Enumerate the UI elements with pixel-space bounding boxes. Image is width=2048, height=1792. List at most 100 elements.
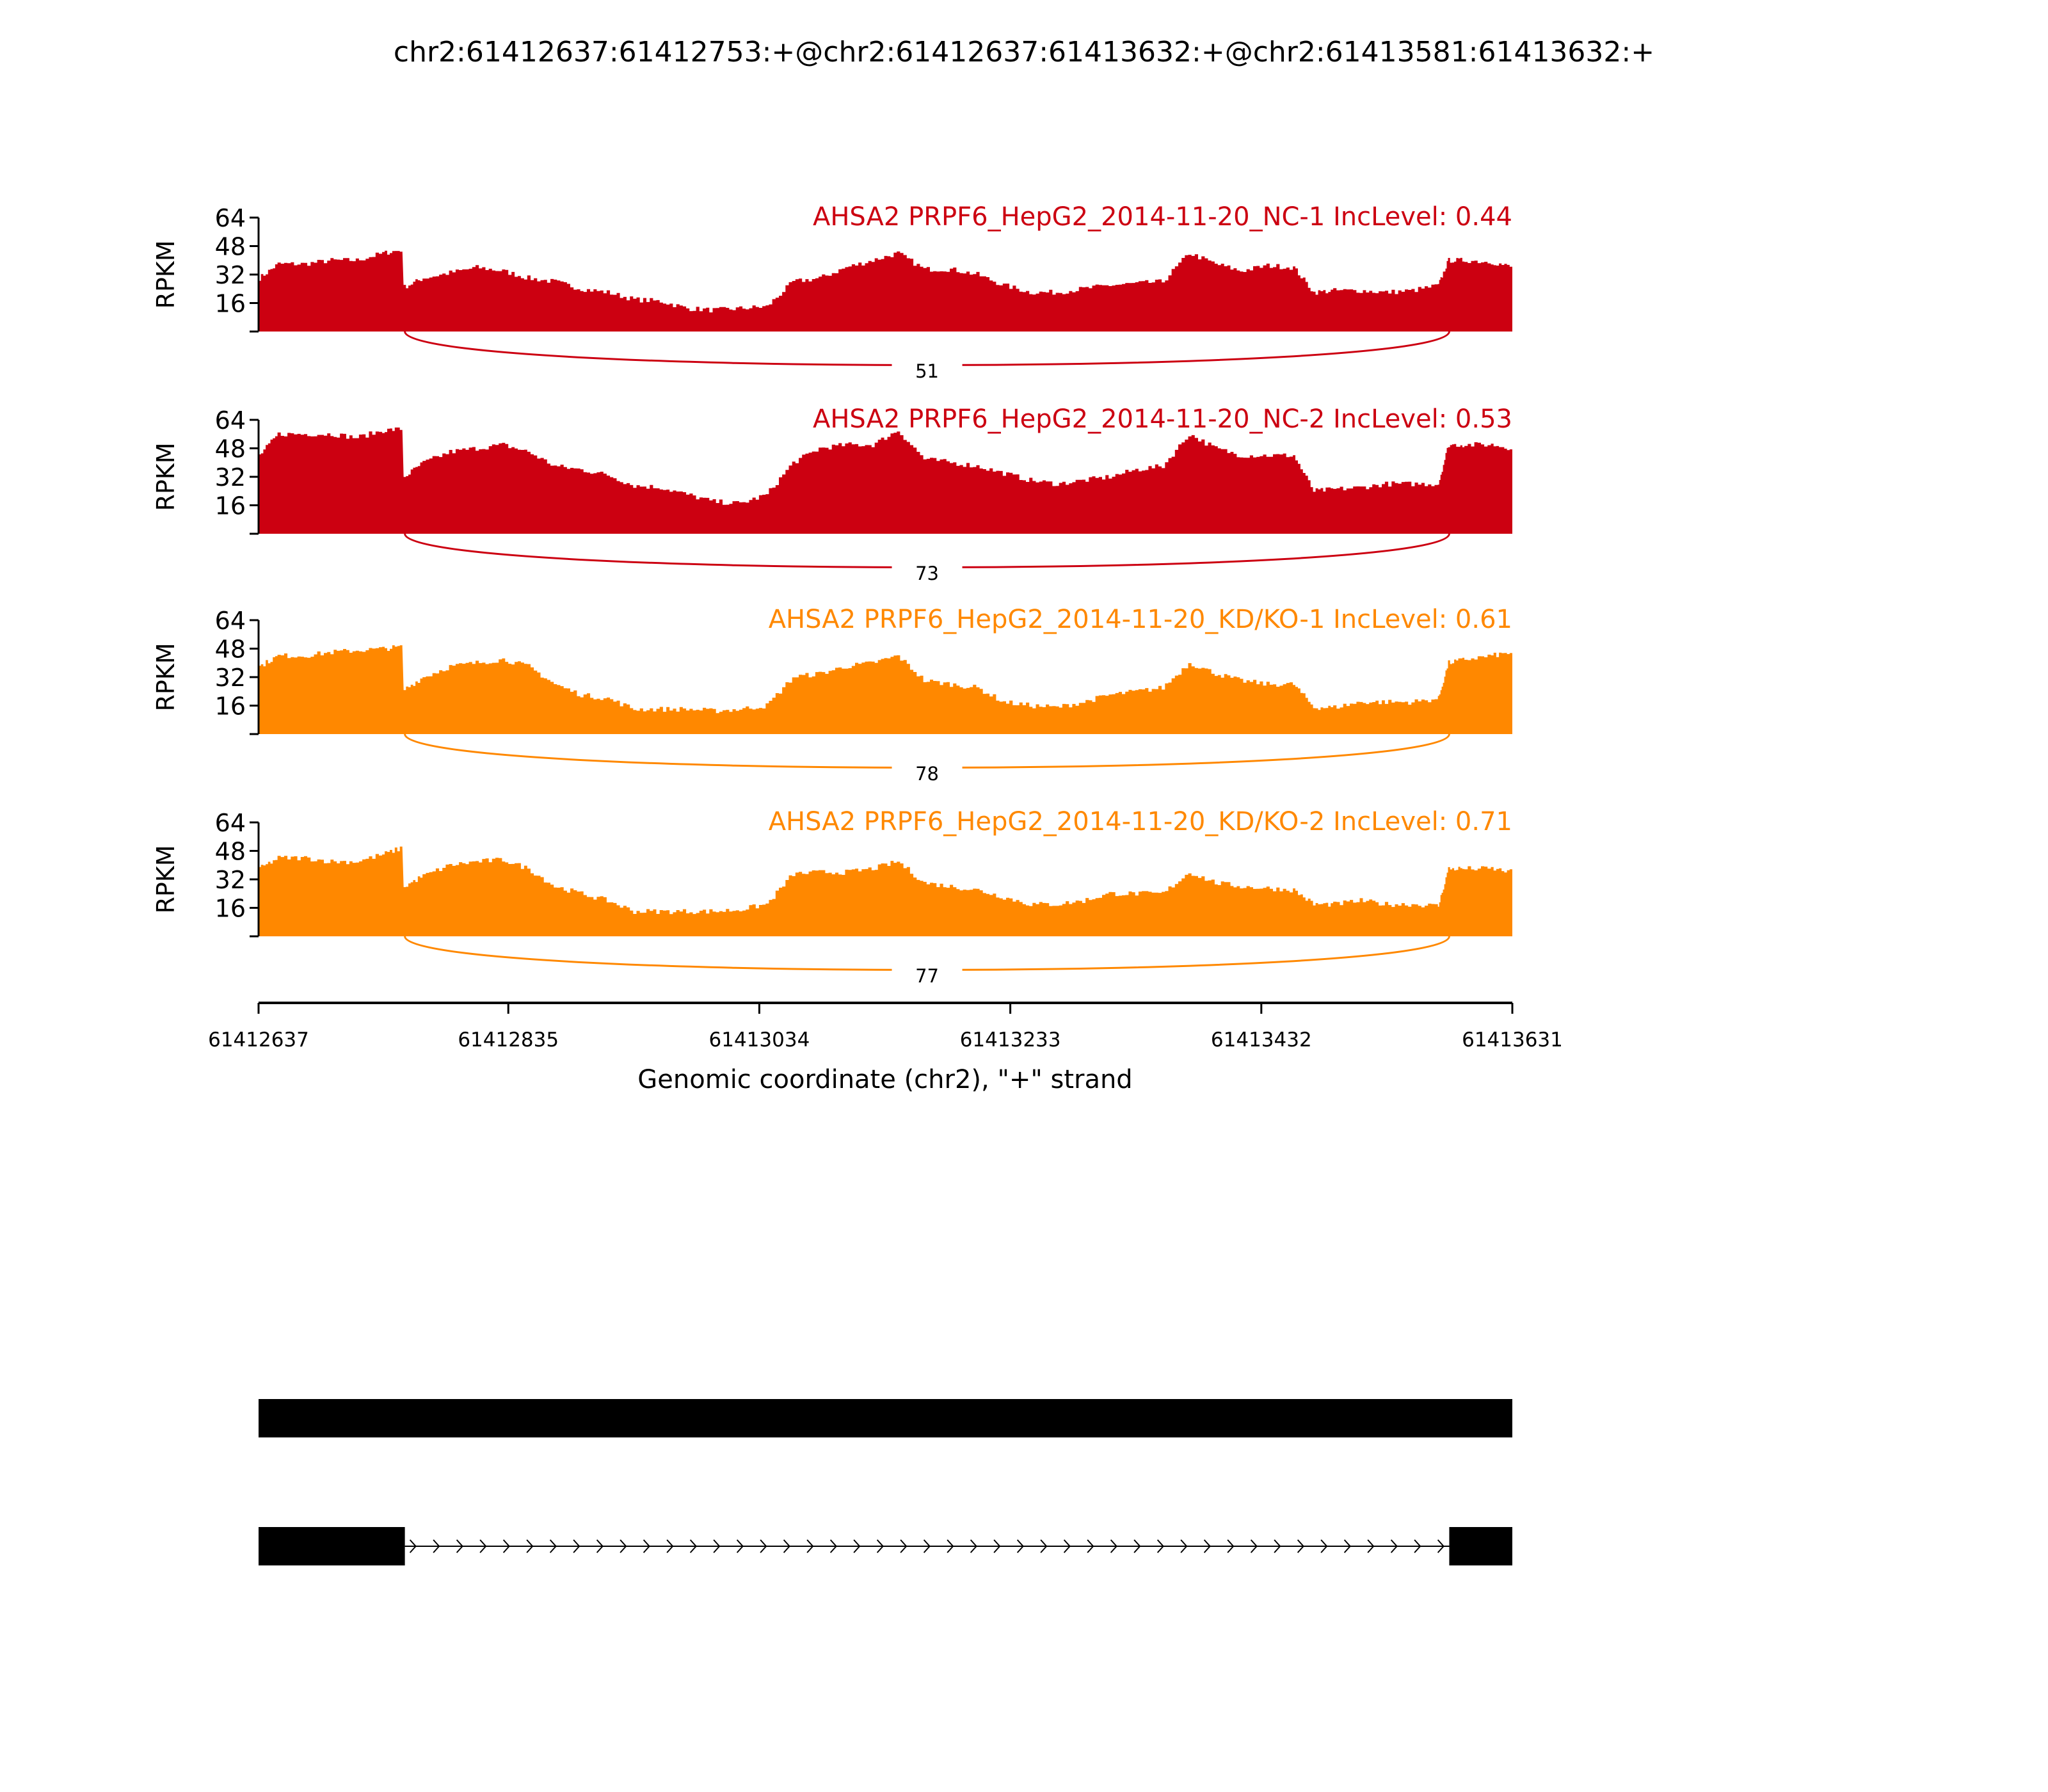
x-axis-label: Genomic coordinate (chr2), "+" strand [637, 1065, 1132, 1094]
junction-label-bg [892, 962, 963, 985]
x-tick-label: 61413034 [709, 1028, 810, 1052]
strand-arrow-icon [549, 1539, 557, 1553]
y-tick-label: 32 [215, 261, 246, 289]
strand-arrow-icon [502, 1539, 510, 1553]
y-axis-label: RPKM [152, 240, 180, 308]
strand-arrow-icon [876, 1539, 884, 1553]
strand-arrow-icon [970, 1539, 977, 1553]
junction-count-label: 77 [915, 965, 939, 987]
x-tick-label: 61412835 [458, 1028, 559, 1052]
junction-label-bg [892, 760, 963, 783]
sample-label: AHSA2 PRPF6_HepG2_2014-11-20_NC-1 IncLev… [813, 202, 1512, 232]
strand-arrow-icon [900, 1539, 908, 1553]
strand-arrow-icon [620, 1539, 627, 1553]
strand-arrow-icon [1016, 1539, 1024, 1553]
strand-arrow-icon [479, 1539, 487, 1553]
exon [259, 1399, 1512, 1437]
strand-arrow-icon [596, 1539, 604, 1553]
y-tick-label: 32 [215, 664, 246, 692]
exon [259, 1527, 405, 1565]
isoform-1 [259, 1399, 1512, 1437]
strand-arrow-icon [666, 1539, 674, 1553]
strand-arrow-icon [1110, 1539, 1117, 1553]
strand-arrow-icon [760, 1539, 767, 1553]
strand-arrow-icon [1367, 1539, 1375, 1553]
y-axis-label: RPKM [152, 442, 180, 511]
y-tick-label: 64 [215, 607, 246, 635]
strand-arrow-icon [573, 1539, 580, 1553]
y-tick-label: 16 [215, 492, 246, 520]
junction-count-label: 78 [915, 763, 939, 785]
coverage-area [259, 428, 1512, 534]
strand-arrow-icon [853, 1539, 861, 1553]
sample-label: AHSA2 PRPF6_HepG2_2014-11-20_NC-2 IncLev… [813, 404, 1512, 434]
y-tick-label: 32 [215, 866, 246, 894]
junction-label-bg [892, 559, 963, 582]
y-tick-label: 48 [215, 636, 246, 664]
strand-arrow-icon [783, 1539, 790, 1553]
y-axis-label: RPKM [152, 845, 180, 913]
y-tick-label: 64 [215, 809, 246, 837]
strand-arrow-icon [736, 1539, 744, 1553]
strand-arrow-icon [526, 1539, 534, 1553]
y-tick-label: 48 [215, 838, 246, 866]
strand-arrow-icon [1320, 1539, 1328, 1553]
strand-arrow-icon [1250, 1539, 1258, 1553]
y-tick-label: 32 [215, 463, 246, 492]
strand-arrow-icon [689, 1539, 697, 1553]
strand-arrow-icon [1274, 1539, 1281, 1553]
strand-arrow-icon [993, 1539, 1001, 1553]
coverage-area [259, 846, 1512, 936]
junction-count-label: 51 [915, 360, 939, 382]
y-tick-label: 64 [215, 204, 246, 232]
junction-label-bg [892, 357, 963, 380]
sample-label: AHSA2 PRPF6_HepG2_2014-11-20_KD/KO-2 Inc… [769, 807, 1512, 836]
strand-arrow-icon [1063, 1539, 1071, 1553]
strand-arrow-icon [923, 1539, 931, 1553]
x-tick-label: 61413233 [960, 1028, 1061, 1052]
strand-arrow-icon [806, 1539, 814, 1553]
junction-count-label: 73 [915, 563, 939, 584]
strand-arrow-icon [713, 1539, 721, 1553]
x-tick-label: 61412637 [208, 1028, 309, 1052]
coverage-area [259, 250, 1512, 332]
y-tick-label: 48 [215, 435, 246, 463]
strand-arrow-icon [1180, 1539, 1188, 1553]
strand-arrow-icon [829, 1539, 837, 1553]
sample-label: AHSA2 PRPF6_HepG2_2014-11-20_KD/KO-1 Inc… [769, 605, 1512, 634]
strand-arrow-icon [1390, 1539, 1398, 1553]
x-tick-label: 61413432 [1211, 1028, 1312, 1052]
strand-arrow-icon [409, 1539, 417, 1553]
x-axis: 61412637 61412835 61413034 61413233 61413432… [208, 1002, 1563, 1052]
strand-arrow-icon [1343, 1539, 1351, 1553]
strand-arrow-icon [1203, 1539, 1211, 1553]
y-tick-label: 16 [215, 290, 246, 318]
strand-arrow-icon [1087, 1539, 1094, 1553]
isoform-2 [259, 1527, 1512, 1565]
exon [1449, 1527, 1512, 1565]
coverage-area [259, 645, 1512, 734]
strand-arrow-icon [643, 1539, 650, 1553]
gene-model-track [259, 1399, 1512, 1565]
strand-arrow-icon [1437, 1539, 1444, 1553]
chart-title: chr2:61412637:61412753:+@chr2:61412637:6… [394, 36, 1654, 68]
y-tick-label: 16 [215, 895, 246, 923]
strand-arrow-icon [1156, 1539, 1164, 1553]
y-tick-label: 48 [215, 233, 246, 261]
strand-arrow-icon [1227, 1539, 1235, 1553]
strand-arrow-icon [1133, 1539, 1141, 1553]
y-tick-label: 64 [215, 406, 246, 435]
y-axis-label: RPKM [152, 643, 180, 711]
strand-arrow-icon [456, 1539, 463, 1553]
strand-arrow-icon [1297, 1539, 1304, 1553]
strand-arrow-icon [1040, 1539, 1048, 1553]
y-tick-label: 16 [215, 692, 246, 721]
x-tick-label: 61413631 [1462, 1028, 1563, 1052]
strand-arrow-icon [947, 1539, 954, 1553]
strand-arrow-icon [433, 1539, 440, 1553]
